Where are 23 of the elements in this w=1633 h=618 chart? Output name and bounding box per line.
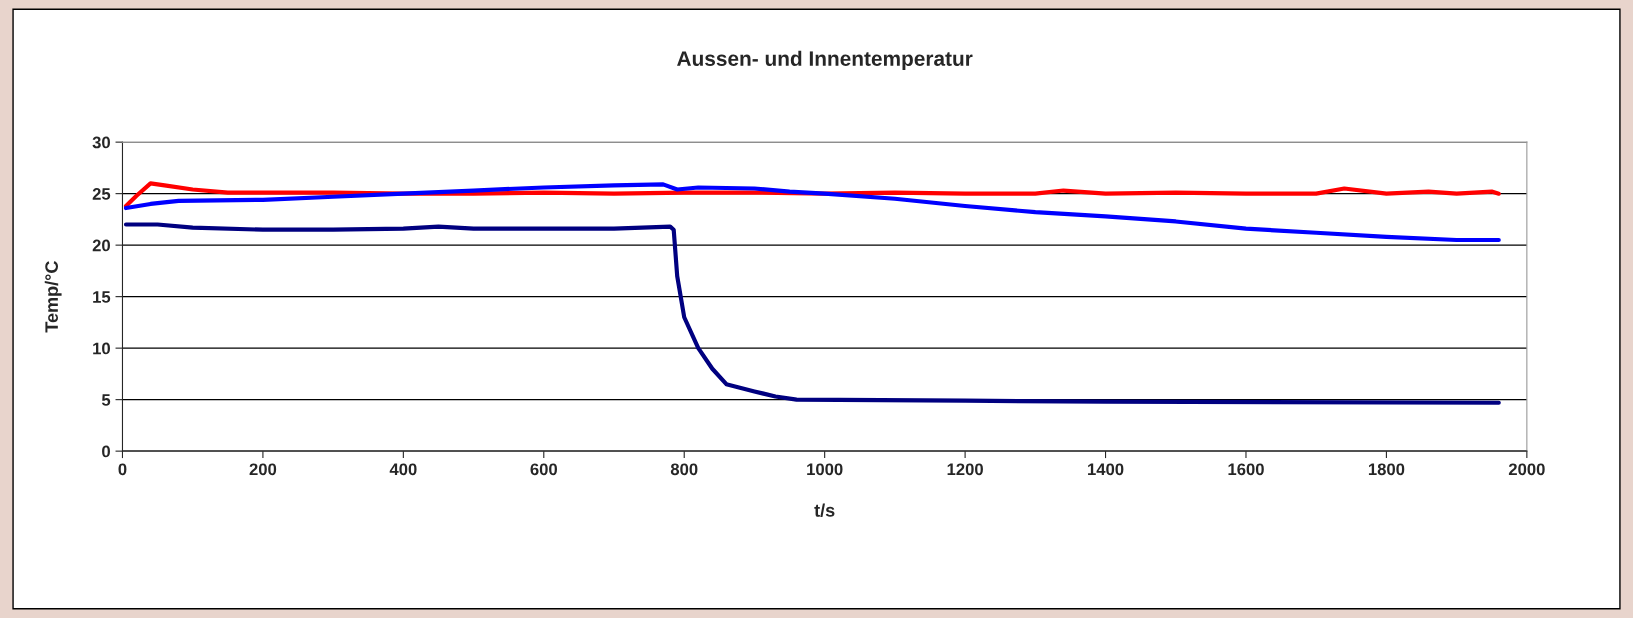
y-tick-label: 30 xyxy=(92,136,110,149)
y-tick-label: 0 xyxy=(102,445,110,458)
x-tick-label: 2000 xyxy=(1508,463,1545,476)
y-tick-label: 20 xyxy=(92,239,110,252)
y-tick-label: 5 xyxy=(101,394,111,406)
x-tick-label: 800 xyxy=(670,463,698,476)
x-tick-label: 600 xyxy=(530,463,558,476)
x-tick-label: 1400 xyxy=(1088,463,1124,476)
x-tick-label: 1600 xyxy=(1228,463,1264,476)
x-axis-title: t/s xyxy=(814,503,835,517)
chart-title: Aussen- und Innentemperatur xyxy=(677,50,973,71)
x-tick-label: 200 xyxy=(249,463,277,476)
line-series xyxy=(123,182,1501,243)
x-tick-label: 1200 xyxy=(947,463,983,476)
x-tick-label: 1000 xyxy=(807,463,843,476)
y-tick-label: 10 xyxy=(93,342,110,355)
y-axis-title: Temp/°C xyxy=(44,261,62,333)
line-series xyxy=(123,222,1501,405)
x-tick-label: 0 xyxy=(118,463,127,476)
y-tick-label: 25 xyxy=(92,188,111,200)
x-tick-label: 400 xyxy=(389,463,417,476)
y-tick-label: 15 xyxy=(93,291,111,303)
x-tick-label: 1800 xyxy=(1368,463,1405,476)
